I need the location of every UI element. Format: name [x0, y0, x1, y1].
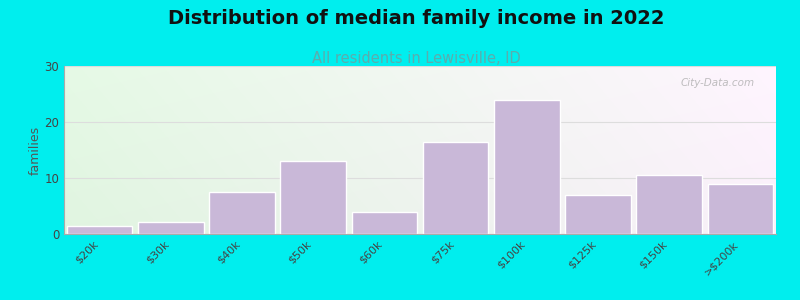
Bar: [566, 195, 630, 234]
Bar: [494, 100, 559, 234]
Bar: [138, 222, 203, 234]
Text: Distribution of median family income in 2022: Distribution of median family income in …: [168, 9, 664, 28]
Bar: [708, 184, 773, 234]
Bar: [210, 192, 274, 234]
Text: All residents in Lewisville, ID: All residents in Lewisville, ID: [312, 51, 520, 66]
Text: City-Data.com: City-Data.com: [681, 78, 754, 88]
Bar: [423, 142, 488, 234]
Bar: [637, 175, 702, 234]
Bar: [67, 226, 132, 234]
Bar: [352, 212, 417, 234]
Bar: [281, 161, 346, 234]
Y-axis label: families: families: [29, 125, 42, 175]
